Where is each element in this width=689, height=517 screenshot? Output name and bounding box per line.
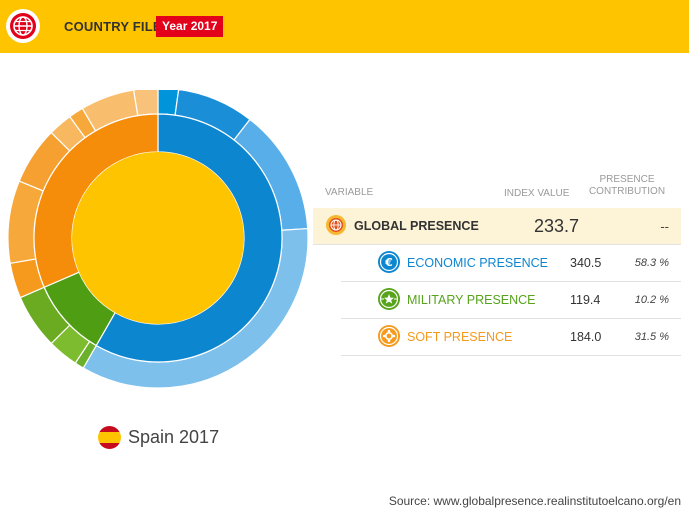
table-row-soft[interactable]: SOFT PRESENCE 184.0 31.5 % <box>341 319 681 356</box>
table-header: VARIABLE INDEX VALUE PRESENCE CONTRIBUTI… <box>313 170 681 208</box>
table-row-economic[interactable]: € ECONOMIC PRESENCE 340.5 58.3 % <box>341 245 681 282</box>
globe-logo-icon <box>6 9 40 43</box>
center-disc <box>72 152 244 324</box>
row-contribution: 58.3 % <box>634 257 669 269</box>
globe-icon <box>326 215 346 235</box>
row-contribution: 31.5 % <box>634 331 669 343</box>
row-name: MILITARY PRESENCE <box>407 293 536 307</box>
row-name: GLOBAL PRESENCE <box>354 219 479 233</box>
header-variable: VARIABLE <box>325 187 374 198</box>
euro-icon: € <box>378 251 400 273</box>
row-index-value: 119.4 <box>570 293 601 307</box>
row-contribution: -- <box>660 219 669 234</box>
table-row-military[interactable]: MILITARY PRESENCE 119.4 10.2 % <box>341 282 681 319</box>
gear-icon <box>378 325 400 347</box>
outer-ring-segment[interactable] <box>132 90 159 117</box>
header-presence-contribution: PRESENCE CONTRIBUTION <box>588 174 666 197</box>
page-title: COUNTRY FILE <box>64 19 162 34</box>
country-label: Spain 2017 <box>128 427 220 447</box>
header-index-value: INDEX VALUE <box>504 188 570 199</box>
year-badge[interactable]: Year 2017 <box>156 16 224 37</box>
header-bar: COUNTRY FILE Year 2017 <box>0 0 689 53</box>
row-index-value: 184.0 <box>570 330 602 344</box>
inner-ring-segment[interactable] <box>95 113 283 363</box>
svg-text:€: € <box>384 256 393 269</box>
row-index-value: 233.7 <box>534 216 580 236</box>
row-name: ECONOMIC PRESENCE <box>407 256 548 270</box>
spain-flag-icon <box>98 426 121 449</box>
star-icon <box>378 288 400 310</box>
presence-donut-chart <box>7 90 309 389</box>
row-name: SOFT PRESENCE <box>407 330 513 344</box>
presence-table: VARIABLE INDEX VALUE PRESENCE CONTRIBUTI… <box>313 170 681 356</box>
source-note: Source: www.globalpresence.realinstituto… <box>388 494 681 508</box>
row-index-value: 340.5 <box>570 256 602 270</box>
table-row-global[interactable]: GLOBAL PRESENCE 233.7 -- <box>313 208 681 245</box>
row-contribution: 10.2 % <box>634 294 669 306</box>
